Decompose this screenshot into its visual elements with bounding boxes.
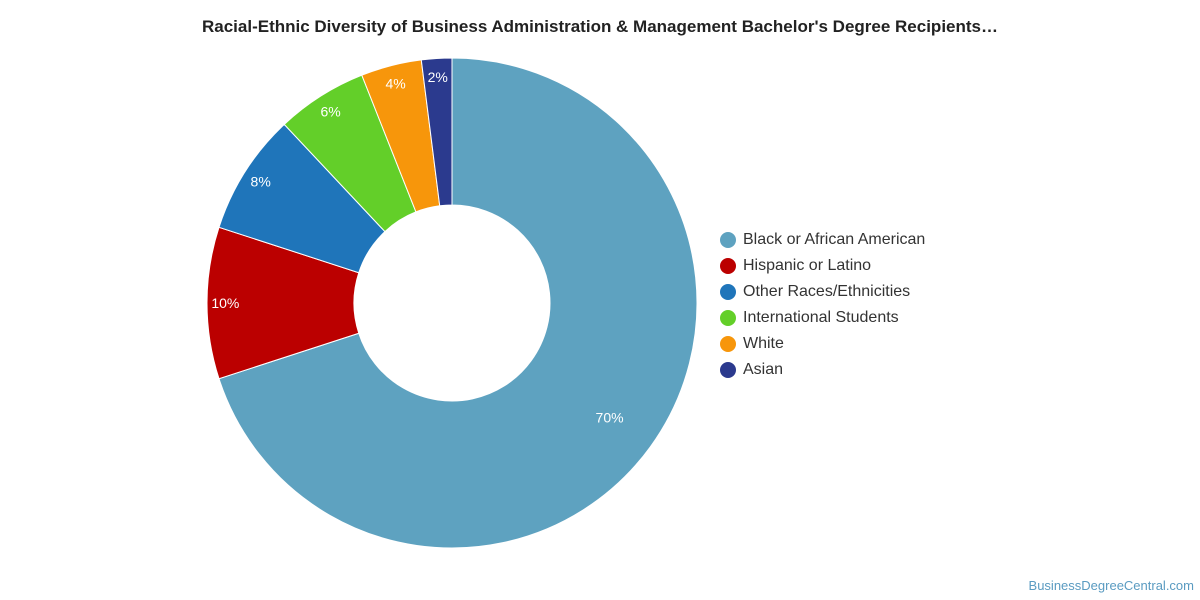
legend-label: Black or African American [743, 231, 926, 248]
legend-item-black-or-african-american[interactable]: Black or African American [720, 227, 925, 253]
slice-black-or-african-american[interactable] [218, 57, 698, 549]
legend-swatch [720, 284, 736, 300]
slice-label-white: 4% [386, 75, 406, 91]
slice-asian[interactable] [420, 57, 453, 207]
legend-swatch [720, 336, 736, 352]
slice-label-international-students: 6% [320, 104, 340, 120]
legend-swatch [720, 362, 736, 378]
legend: Black or African American Hispanic or Lat… [720, 227, 925, 383]
legend-swatch [720, 258, 736, 274]
legend-swatch [720, 232, 736, 248]
watermark: BusinessDegreeCentral.com [1028, 578, 1194, 593]
legend-label: Asian [743, 361, 784, 378]
legend-label: Other Races/Ethnicities [743, 283, 911, 300]
slice-label-other-races-ethnicities: 8% [251, 174, 271, 190]
legend-label: International Students [743, 309, 899, 326]
slice-label-asian: 2% [428, 69, 448, 85]
legend-label: Hispanic or Latino [743, 257, 872, 274]
slice-label-black-or-african-american: 70% [596, 409, 624, 425]
legend-item-international-students[interactable]: International Students [720, 305, 925, 331]
legend-item-asian[interactable]: Asian [720, 357, 925, 383]
legend-swatch [720, 310, 736, 326]
legend-item-other-races-ethnicities[interactable]: Other Races/Ethnicities [720, 279, 925, 305]
chart-title: Racial-Ethnic Diversity of Business Admi… [201, 17, 998, 36]
legend-item-hispanic-or-latino[interactable]: Hispanic or Latino [720, 253, 925, 279]
slice-label-hispanic-or-latino: 10% [211, 295, 239, 311]
legend-item-white[interactable]: White [720, 331, 925, 357]
legend-label: White [743, 335, 784, 352]
